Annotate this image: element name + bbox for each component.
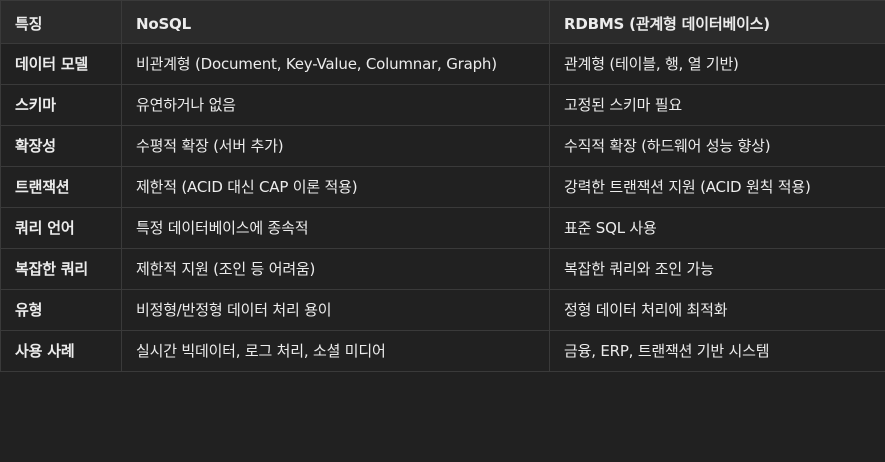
- header-rdbms: RDBMS (관계형 데이터베이스): [549, 0, 885, 44]
- header-nosql: NoSQL: [121, 0, 550, 44]
- nosql-cell: 비정형/반정형 데이터 처리 용이: [121, 289, 550, 331]
- rdbms-cell: 수직적 확장 (하드웨어 성능 향상): [549, 125, 885, 167]
- table-row: 트랜잭션 제한적 (ACID 대신 CAP 이론 적용) 강력한 트랜잭션 지원…: [0, 166, 885, 208]
- table-body: 데이터 모델 비관계형 (Document, Key-Value, Column…: [0, 43, 885, 372]
- feature-cell: 복잡한 쿼리: [0, 248, 122, 290]
- feature-cell: 쿼리 언어: [0, 207, 122, 249]
- feature-cell: 트랜잭션: [0, 166, 122, 208]
- nosql-cell: 수평적 확장 (서버 추가): [121, 125, 550, 167]
- rdbms-cell: 표준 SQL 사용: [549, 207, 885, 249]
- header-row: 특징 NoSQL RDBMS (관계형 데이터베이스): [0, 0, 885, 44]
- nosql-cell: 제한적 (ACID 대신 CAP 이론 적용): [121, 166, 550, 208]
- rdbms-cell: 복잡한 쿼리와 조인 가능: [549, 248, 885, 290]
- nosql-cell: 유연하거나 없음: [121, 84, 550, 126]
- feature-cell: 사용 사례: [0, 330, 122, 372]
- nosql-cell: 특정 데이터베이스에 종속적: [121, 207, 550, 249]
- header-feature: 특징: [0, 0, 122, 44]
- table-row: 복잡한 쿼리 제한적 지원 (조인 등 어려움) 복잡한 쿼리와 조인 가능: [0, 248, 885, 290]
- rdbms-cell: 정형 데이터 처리에 최적화: [549, 289, 885, 331]
- comparison-table: 특징 NoSQL RDBMS (관계형 데이터베이스) 데이터 모델 비관계형 …: [0, 0, 885, 372]
- feature-cell: 확장성: [0, 125, 122, 167]
- table-row: 데이터 모델 비관계형 (Document, Key-Value, Column…: [0, 43, 885, 85]
- table-row: 사용 사례 실시간 빅데이터, 로그 처리, 소셜 미디어 금융, ERP, 트…: [0, 330, 885, 372]
- nosql-cell: 제한적 지원 (조인 등 어려움): [121, 248, 550, 290]
- table-row: 쿼리 언어 특정 데이터베이스에 종속적 표준 SQL 사용: [0, 207, 885, 249]
- nosql-cell: 비관계형 (Document, Key-Value, Columnar, Gra…: [121, 43, 550, 85]
- feature-cell: 스키마: [0, 84, 122, 126]
- rdbms-cell: 고정된 스키마 필요: [549, 84, 885, 126]
- table-row: 유형 비정형/반정형 데이터 처리 용이 정형 데이터 처리에 최적화: [0, 289, 885, 331]
- rdbms-cell: 금융, ERP, 트랜잭션 기반 시스템: [549, 330, 885, 372]
- table-row: 확장성 수평적 확장 (서버 추가) 수직적 확장 (하드웨어 성능 향상): [0, 125, 885, 167]
- rdbms-cell: 관계형 (테이블, 행, 열 기반): [549, 43, 885, 85]
- feature-cell: 데이터 모델: [0, 43, 122, 85]
- nosql-cell: 실시간 빅데이터, 로그 처리, 소셜 미디어: [121, 330, 550, 372]
- table-header: 특징 NoSQL RDBMS (관계형 데이터베이스): [0, 0, 885, 44]
- table-row: 스키마 유연하거나 없음 고정된 스키마 필요: [0, 84, 885, 126]
- rdbms-cell: 강력한 트랜잭션 지원 (ACID 원칙 적용): [549, 166, 885, 208]
- feature-cell: 유형: [0, 289, 122, 331]
